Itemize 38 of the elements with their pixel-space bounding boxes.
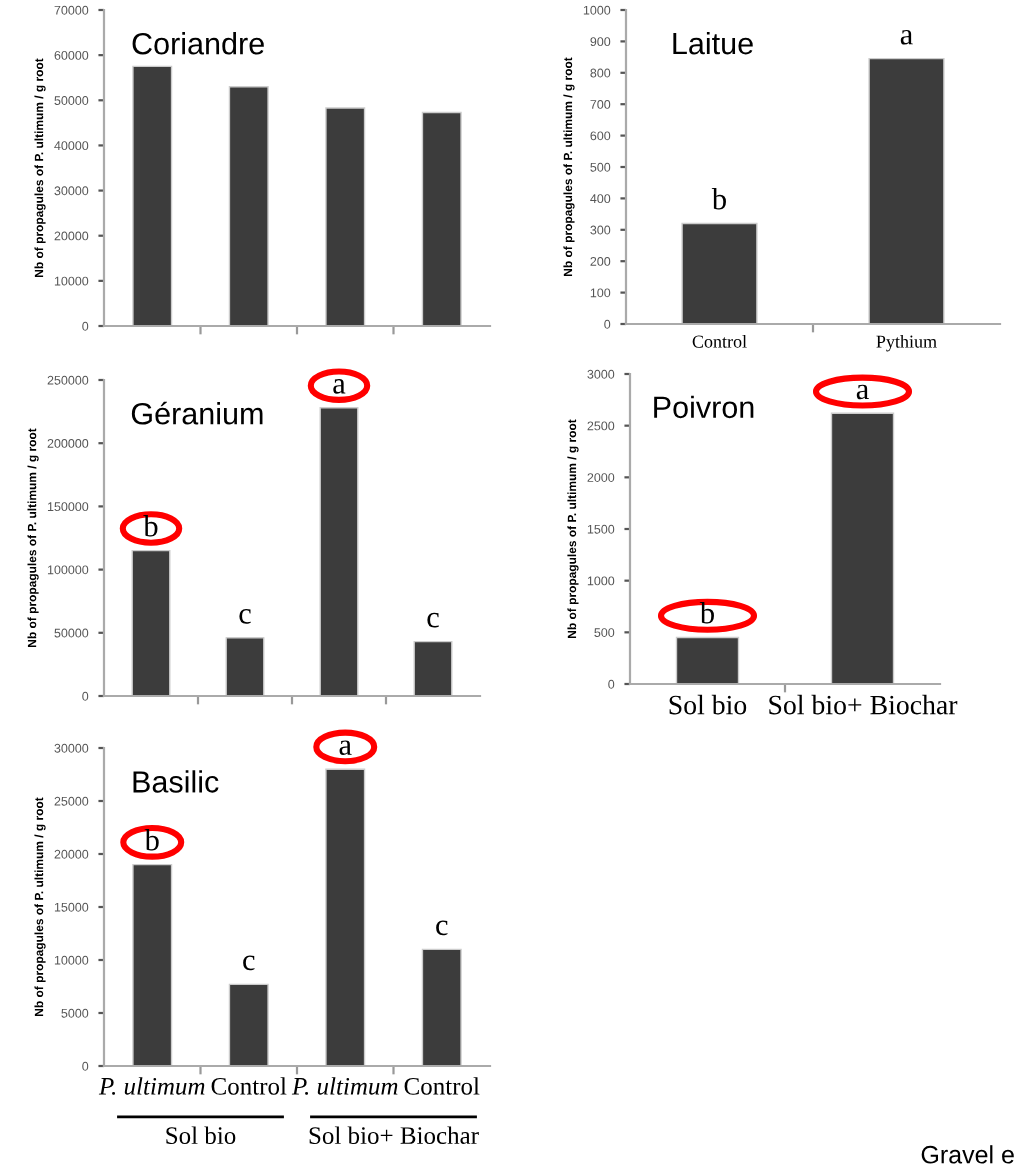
annotation: a	[339, 740, 352, 756]
x-tick-label: P. ultimum	[98, 1077, 205, 1095]
x-tick-label: Control	[404, 1077, 480, 1095]
bar	[319, 407, 359, 696]
annotation: c	[436, 920, 448, 936]
annotation: c	[427, 612, 439, 628]
annotation: c	[243, 955, 255, 971]
bar	[421, 111, 462, 326]
bar	[325, 107, 366, 326]
bar	[132, 863, 173, 1066]
bar	[413, 640, 453, 696]
text: Géranium	[131, 401, 263, 425]
text: Coriandre	[132, 32, 264, 55]
annotation: c	[239, 609, 251, 624]
text: Gravel e	[921, 1145, 1014, 1164]
bar	[228, 86, 269, 326]
annotation: a	[333, 379, 346, 394]
x-tick-label: Control	[211, 1077, 287, 1095]
annotation: b	[144, 828, 159, 851]
text: Poivron	[654, 395, 754, 419]
annotation: b	[711, 187, 726, 210]
bar	[132, 65, 173, 326]
annotation: b	[699, 602, 714, 624]
x-tick-label: Control	[692, 334, 747, 348]
text: Sol bio	[166, 1126, 236, 1145]
x-tick-label: P. ultimum	[291, 1077, 398, 1095]
x-tick-label: Pythium	[876, 334, 937, 352]
text: Basilic	[133, 770, 219, 793]
text: Sol bio+ Biochar	[309, 1126, 479, 1145]
annotation: a	[900, 29, 913, 45]
annotation: b	[143, 515, 158, 537]
bar	[325, 768, 366, 1066]
text: Laitue	[673, 31, 753, 55]
bar	[225, 637, 265, 696]
annotation: a	[856, 384, 869, 400]
bar	[228, 983, 269, 1066]
bar	[421, 948, 462, 1066]
bar	[131, 549, 171, 696]
